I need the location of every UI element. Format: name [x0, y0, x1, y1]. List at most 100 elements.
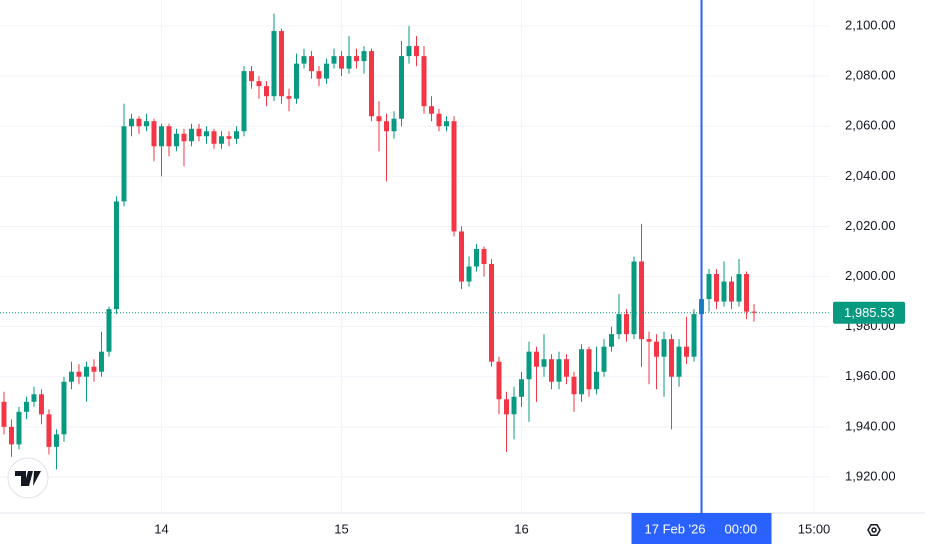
candle [474, 243, 480, 272]
candle [1, 391, 7, 435]
candle-body [128, 118, 134, 127]
candle-body [391, 118, 397, 132]
candle [519, 371, 525, 407]
candle-body [106, 309, 112, 352]
candle-body [181, 133, 187, 142]
crosshair-badge [631, 513, 772, 544]
candle [421, 46, 427, 114]
candle-body [631, 261, 637, 335]
candle-body [398, 56, 404, 119]
candle [661, 331, 667, 397]
candle-body [436, 113, 442, 127]
candle [376, 101, 382, 152]
candle-body [166, 126, 172, 147]
candle-body [504, 399, 510, 415]
candle-body [361, 51, 367, 62]
candle-body [639, 261, 645, 340]
candle-body [736, 274, 742, 302]
x-tick-label: 14 [154, 521, 168, 536]
candle [16, 406, 22, 450]
logo [7, 457, 49, 499]
candle-body [594, 371, 600, 390]
candle-body [751, 311, 757, 313]
candle [368, 48, 374, 122]
candle [676, 339, 682, 387]
candle [646, 331, 652, 385]
candle [489, 259, 495, 367]
settings-icon[interactable] [867, 524, 881, 536]
candle-body [31, 394, 37, 402]
candle-body [376, 116, 382, 122]
candle [571, 371, 577, 412]
candle [308, 51, 314, 79]
candle-body [541, 359, 547, 367]
candle [188, 123, 194, 147]
candle-body [519, 379, 525, 397]
candle-body [564, 359, 570, 377]
candle [248, 66, 254, 89]
candle-body [654, 341, 660, 357]
candle [218, 131, 224, 149]
y-tick-label: 2,080.00 [845, 68, 896, 83]
candle [98, 331, 104, 377]
y-tick-label: 2,100.00 [845, 17, 896, 32]
candle-body [271, 31, 277, 97]
candle-body [534, 351, 540, 367]
candle-body [301, 56, 307, 64]
candle-body [323, 63, 329, 79]
y-tick-label: 1,960.00 [845, 368, 896, 383]
candle [706, 269, 712, 312]
candle [429, 96, 435, 122]
candle-body [526, 351, 532, 380]
candle [211, 128, 217, 149]
candle-body [586, 349, 592, 390]
candle [451, 116, 457, 237]
candle-body [286, 96, 292, 99]
candle [721, 261, 727, 307]
candle [736, 259, 742, 307]
y-tick-label: 2,020.00 [845, 218, 896, 233]
candle [68, 361, 74, 390]
candle [564, 354, 570, 385]
candle [609, 326, 615, 352]
candle [8, 419, 14, 457]
candle-body [451, 121, 457, 232]
y-tick-label: 2,060.00 [845, 118, 896, 133]
candle [166, 123, 172, 157]
candle [579, 344, 585, 402]
candle [128, 113, 134, 137]
candle-body [53, 434, 59, 447]
candle-body [744, 274, 750, 312]
candle-body [233, 131, 239, 139]
candle-body [203, 131, 209, 137]
candle-body [226, 136, 232, 139]
candle-body [263, 86, 269, 97]
candle-body [579, 349, 585, 395]
last-price-label: 1,985.53 [844, 305, 895, 320]
x-tick-label: 15:00 [798, 521, 831, 536]
candle-body [406, 46, 412, 57]
candle [151, 118, 157, 162]
crosshair-time: 00:00 [725, 521, 758, 536]
candle [158, 123, 164, 177]
candle-body [248, 71, 254, 82]
candle-body [706, 274, 712, 300]
candle [361, 46, 367, 74]
candle-body [669, 339, 675, 377]
gear-hole[interactable] [871, 527, 877, 533]
gear[interactable] [867, 524, 881, 536]
candle [466, 256, 472, 287]
candle [38, 389, 44, 425]
candle-body [91, 366, 97, 372]
candle [631, 256, 637, 340]
candle [639, 223, 645, 367]
y-tick-label: 2,040.00 [845, 168, 896, 183]
candle [534, 346, 540, 402]
candle [511, 386, 517, 440]
candle-body [136, 118, 142, 127]
candle-body [278, 31, 284, 97]
candle-body [684, 346, 690, 357]
candle [496, 356, 502, 415]
candle-body [316, 71, 322, 79]
